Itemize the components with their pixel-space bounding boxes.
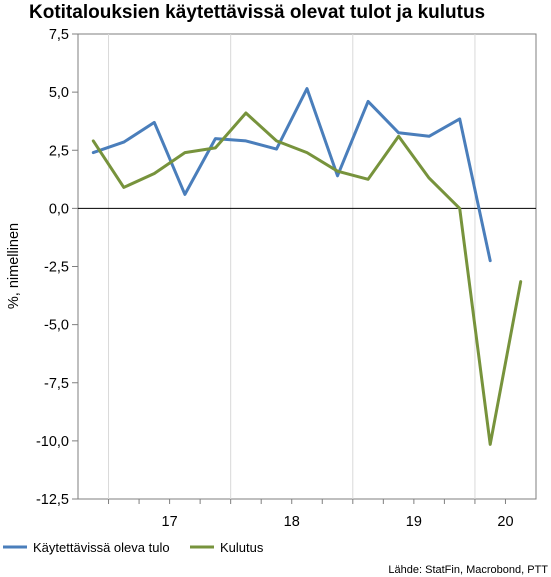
x-tick-label: 18 <box>284 514 300 530</box>
x-axis-ticks: 17 18 19 20 <box>108 499 514 530</box>
y-axis-label: %, nimellinen <box>6 223 22 309</box>
x-tick-label: 20 <box>497 514 513 530</box>
y-tick-label: 5,0 <box>49 85 69 101</box>
y-tick-label: -2,5 <box>44 260 69 276</box>
series-line <box>91 111 523 446</box>
y-tick-label: 7,5 <box>49 27 69 43</box>
legend: Käytettävissä oleva tulo Kulutus <box>3 540 264 555</box>
x-tick-label: 17 <box>162 514 178 530</box>
y-axis-ticks: 7,5 5,0 2,5 0,0 -2,5 -5,0 -7,5 -10,0 -12,5 <box>36 27 78 508</box>
series-line <box>91 87 492 263</box>
y-tick-label: 0,0 <box>49 201 69 217</box>
chart-title: Kotitalouksien käytettävissä olevat tulo… <box>29 2 485 23</box>
y-tick-label: 2,5 <box>49 143 69 159</box>
legend-label: Käytettävissä oleva tulo <box>33 540 170 555</box>
y-tick-label: -10,0 <box>36 434 69 450</box>
source-note: Lähde: StatFin, Macrobond, PTT <box>388 564 548 576</box>
y-tick-label: -12,5 <box>36 492 69 508</box>
y-tick-label: -7,5 <box>44 376 69 392</box>
legend-label: Kulutus <box>220 540 264 555</box>
y-tick-label: -5,0 <box>44 318 69 334</box>
x-tick-label: 19 <box>406 514 422 530</box>
series-lines <box>91 87 523 446</box>
